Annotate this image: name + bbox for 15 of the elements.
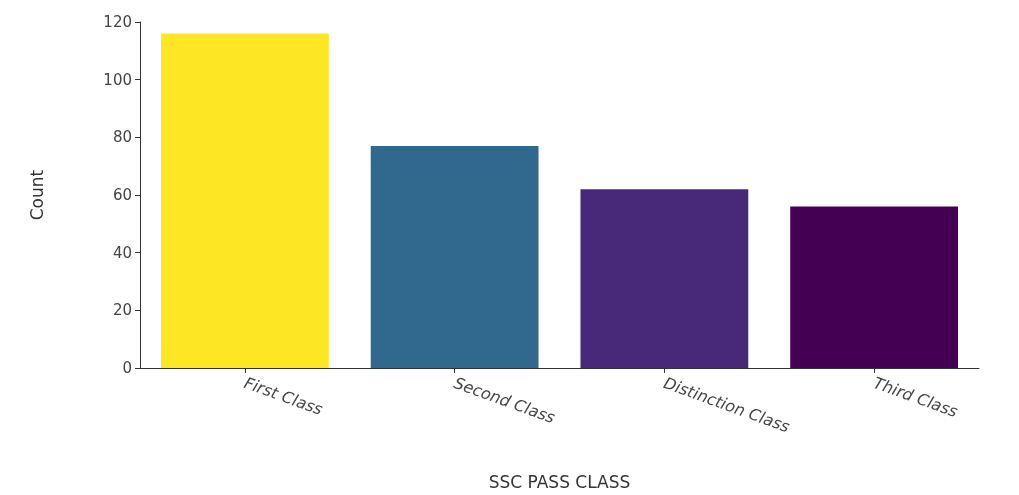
x-tick-label: First Class	[241, 373, 326, 419]
y-tick-label: 0	[122, 359, 132, 377]
bar	[370, 145, 539, 368]
y-tick-label: 40	[112, 243, 132, 262]
y-tick-label: 60	[112, 186, 132, 204]
bar	[160, 33, 329, 368]
y-tick-label: 80	[112, 128, 132, 147]
x-tick-label: Third Class	[870, 373, 961, 422]
x-axis-title: SSC PASS CLASS	[488, 471, 631, 492]
y-axis-title: Count	[26, 169, 47, 221]
y-tick-label: 120	[103, 13, 132, 31]
bar	[580, 189, 749, 368]
y-tick-label: 20	[112, 301, 132, 320]
y-tick-label: 100	[103, 70, 132, 89]
bar	[790, 206, 959, 368]
